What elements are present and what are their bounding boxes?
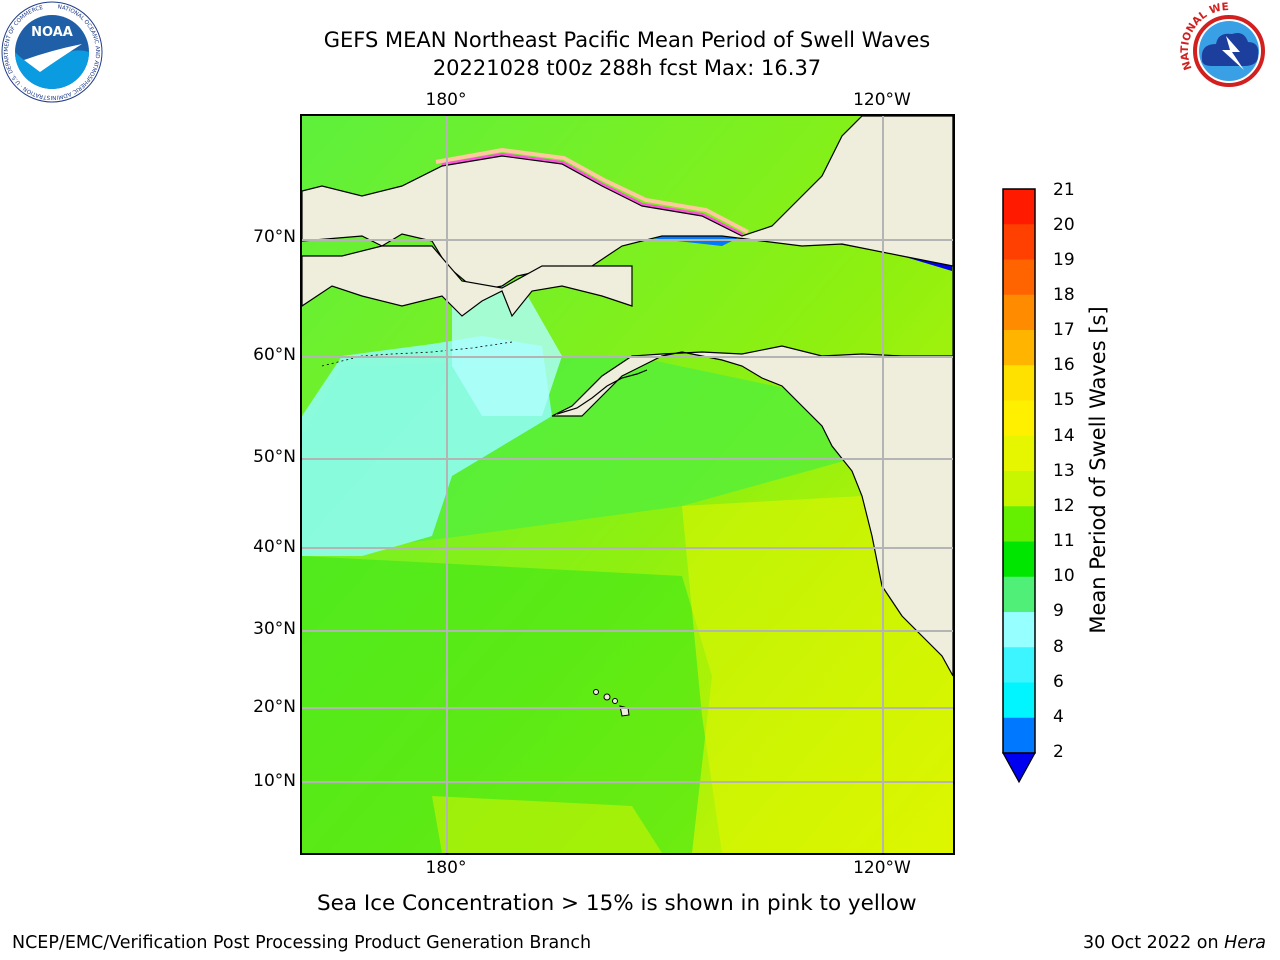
colorbar-tick-2: 2: [1053, 742, 1064, 762]
colorbar-swatch: [1003, 224, 1035, 260]
colorbar-swatches: [1001, 188, 1037, 784]
lat-label-60n: 60°N: [253, 345, 296, 365]
svg-text:NOAA: NOAA: [31, 25, 73, 40]
colorbar-swatch: [1003, 400, 1035, 437]
colorbar-label: Mean Period of Swell Waves [s]: [1086, 306, 1110, 634]
lon-label-bottom-180: 180°: [425, 858, 467, 878]
footer-machine: Hera: [1224, 933, 1266, 953]
colorbar-swatch: [1003, 435, 1035, 472]
lat-label-40n: 40°N: [253, 537, 296, 557]
colorbar-tick-16: 16: [1053, 355, 1075, 375]
lon-label-bottom-120w: 120°W: [853, 858, 911, 878]
colorbar-tick-21: 21: [1053, 180, 1075, 200]
map-gridlines: [302, 116, 953, 853]
colorbar-tick-6: 6: [1053, 672, 1064, 692]
colorbar-swatch: [1003, 647, 1035, 683]
lon-label-top-180: 180°: [425, 90, 467, 110]
colorbar-swatch: [1003, 365, 1035, 401]
colorbar-tick-19: 19: [1053, 250, 1075, 270]
colorbar-tick-15: 15: [1053, 390, 1075, 410]
map-panel: [300, 114, 955, 855]
colorbar-swatch: [1003, 576, 1035, 613]
colorbar-tick-10: 10: [1053, 566, 1075, 586]
yellow-swell-patch-south: [432, 796, 662, 853]
sea-ice-edge-yellow: [435, 147, 749, 234]
colorbar-under-triangle: [1001, 752, 1037, 784]
footer-date-text: 30 Oct 2022 on: [1083, 933, 1225, 953]
lon-label-top-120w: 120°W: [853, 90, 911, 110]
colorbar-swatch: [1003, 330, 1035, 366]
alaska-peninsula-coast: [556, 369, 648, 415]
footer-date: 30 Oct 2022 on Hera: [1083, 932, 1266, 954]
colorbar-swatch: [1003, 471, 1035, 507]
colorbar-tick-13: 13: [1053, 461, 1075, 481]
colorbar-tick-12: 12: [1053, 496, 1075, 516]
colorbar-swatch: [1003, 294, 1035, 331]
colorbar-swatch: [1003, 259, 1035, 296]
lat-label-10n: 10°N: [253, 771, 296, 791]
bering-land: [302, 245, 633, 318]
noaa-logo: NOAA NATIONAL OCEANIC AND ATMOSPHERIC AD…: [0, 0, 104, 104]
sea-ice-note: Sea Ice Concentration > 15% is shown in …: [317, 891, 917, 916]
colorbar-tick-14: 14: [1053, 426, 1075, 446]
colorbar-tick-4: 4: [1053, 707, 1064, 727]
title-line-1: GEFS MEAN Northeast Pacific Mean Period …: [323, 28, 931, 52]
colorbar-tick-11: 11: [1053, 531, 1075, 551]
lat-label-70n: 70°N: [253, 227, 296, 247]
swell-period-map: [302, 116, 953, 853]
colorbar-swatch: [1003, 506, 1035, 542]
colorbar-swatch: [1003, 612, 1035, 648]
colorbar: [1001, 188, 1037, 784]
colorbar-tick-8: 8: [1053, 637, 1064, 657]
colorbar-tick-17: 17: [1053, 320, 1075, 340]
aleutian-islands: [321, 341, 513, 367]
north-america-land: [551, 116, 953, 677]
colorbar-swatch: [1003, 541, 1035, 578]
colorbar-swatch: [1003, 717, 1035, 754]
lat-label-50n: 50°N: [253, 447, 296, 467]
colorbar-tick-9: 9: [1053, 601, 1064, 621]
title-line-2: 20221028 t00z 288h fcst Max: 16.37: [432, 56, 822, 80]
colorbar-tick-20: 20: [1053, 215, 1075, 235]
bering-sea-cyan: [452, 286, 562, 416]
nws-logo: NATIONAL WEATHER SERVICE: [1174, 0, 1280, 102]
colorbar-outline: [1002, 188, 1036, 754]
lat-label-20n: 20°N: [253, 697, 296, 717]
colorbar-swatch: [1003, 189, 1035, 225]
lat-label-30n: 30°N: [253, 619, 296, 639]
footer-branch: NCEP/EMC/Verification Post Processing Pr…: [12, 933, 592, 953]
colorbar-tick-18: 18: [1053, 285, 1075, 305]
colorbar-swatch: [1003, 682, 1035, 719]
